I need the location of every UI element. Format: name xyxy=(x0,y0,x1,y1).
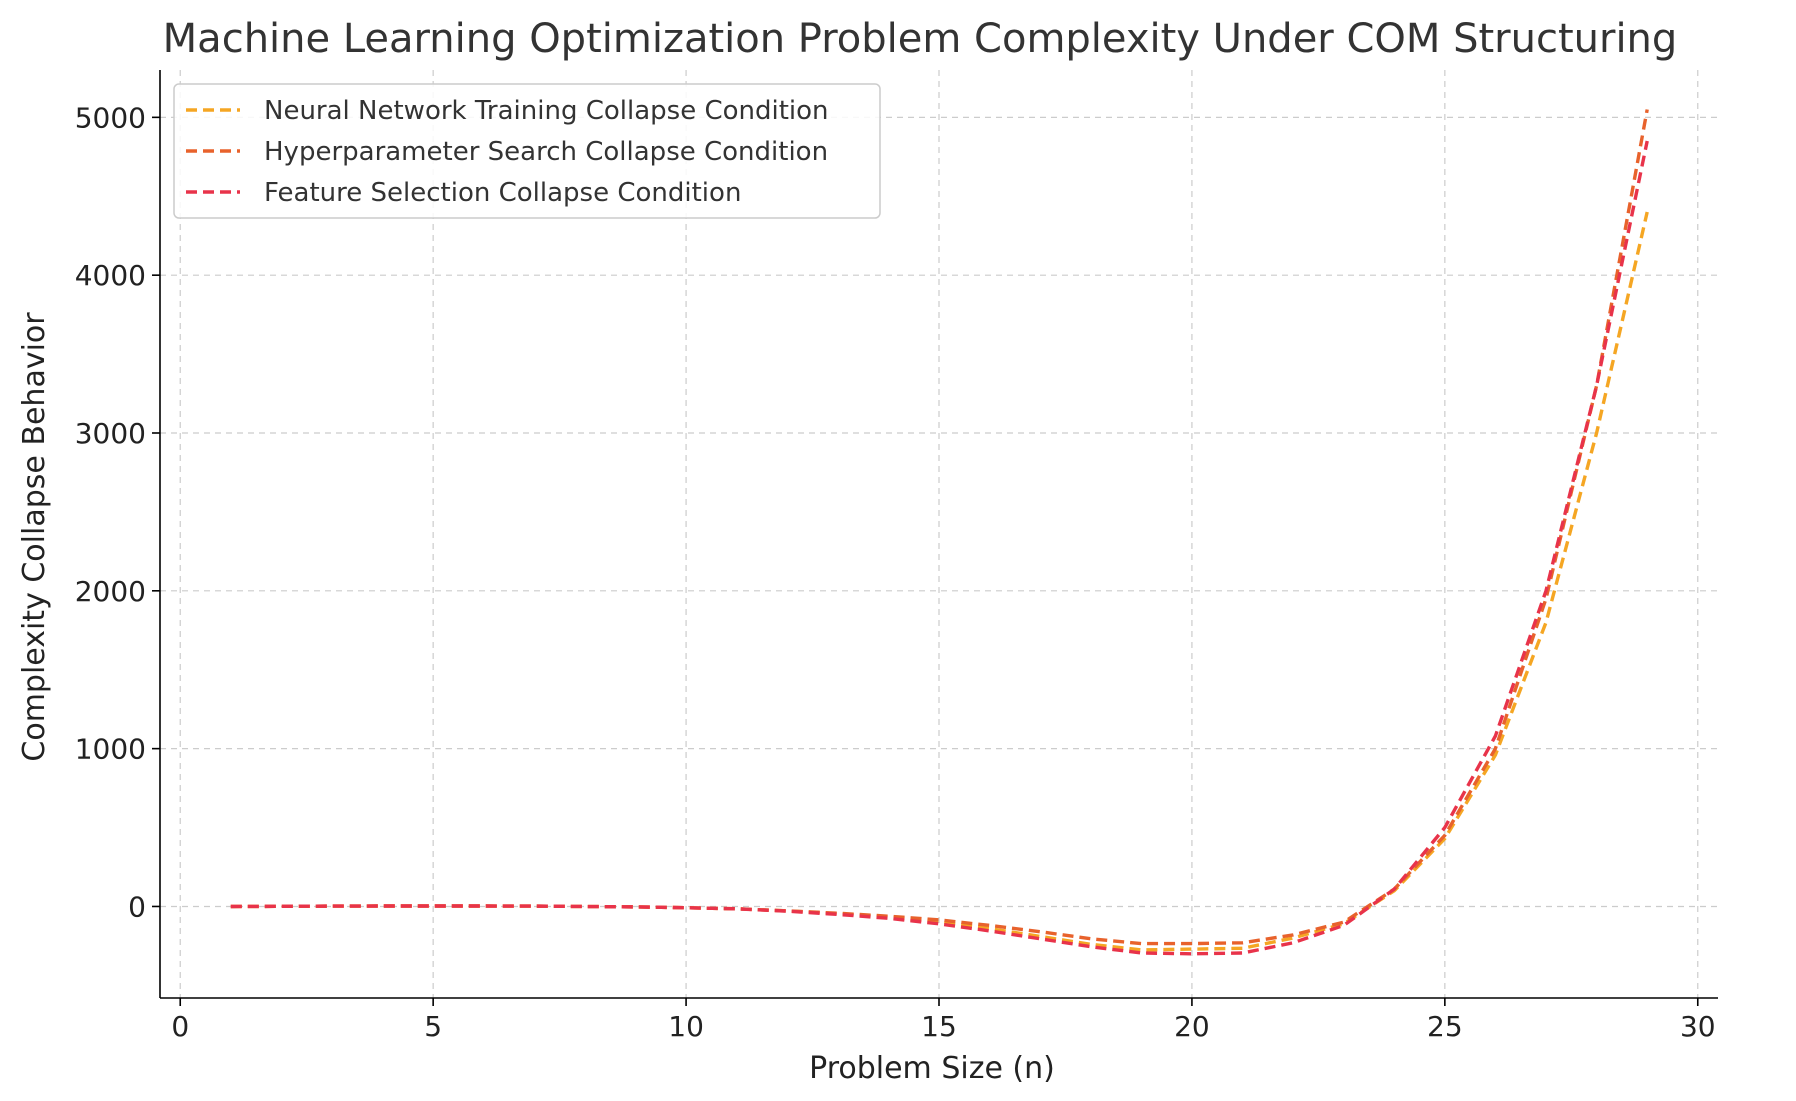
y-tick-label: 1000 xyxy=(75,733,146,766)
y-tick-label: 4000 xyxy=(75,259,146,292)
chart-title: Machine Learning Optimization Problem Co… xyxy=(163,16,1678,62)
y-tick-label: 0 xyxy=(128,890,146,923)
legend-box xyxy=(173,83,881,219)
y-tick-label: 2000 xyxy=(75,575,146,608)
x-tick-label: 0 xyxy=(171,1010,189,1043)
series-lines xyxy=(230,109,1649,956)
x-tick-label: 15 xyxy=(921,1010,957,1043)
y-tick-label: 3000 xyxy=(75,417,146,450)
series-line-3 xyxy=(230,140,1649,956)
grid-lines xyxy=(160,70,1718,998)
x-tick-label: 5 xyxy=(424,1010,442,1043)
x-tick-label: 25 xyxy=(1427,1010,1463,1043)
y-axis-label: Complexity Collapse Behavior xyxy=(17,312,52,762)
x-tick-label: 20 xyxy=(1174,1010,1210,1043)
legend: Neural Network Training Collapse Conditi… xyxy=(173,83,881,219)
legend-label-2: Hyperparameter Search Collapse Condition xyxy=(264,137,828,167)
x-tick-label: 10 xyxy=(668,1010,704,1043)
x-tick-label: 30 xyxy=(1680,1010,1716,1043)
legend-label-3: Feature Selection Collapse Condition xyxy=(264,178,741,208)
legend-label-1: Neural Network Training Collapse Conditi… xyxy=(264,96,829,126)
x-axis-label: Problem Size (n) xyxy=(809,1051,1055,1086)
axes: 0 5 10 15 20 25 30 0 1000 2000 3000 4000 5000 xyxy=(75,70,1718,1043)
y-tick-label: 5000 xyxy=(75,101,146,134)
